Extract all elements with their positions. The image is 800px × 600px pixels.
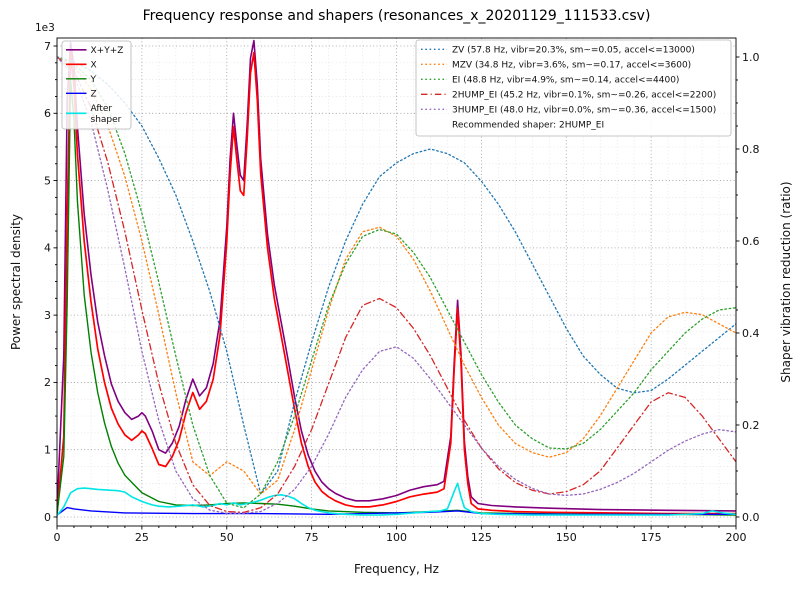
svg-text:2HUMP_EI (45.2 Hz, vibr=0.1%,: 2HUMP_EI (45.2 Hz, vibr=0.1%, sm~=0.26, … [452,91,716,101]
svg-text:2: 2 [44,376,51,389]
svg-text:1: 1 [44,444,51,457]
svg-text:3: 3 [44,309,51,322]
svg-text:4: 4 [44,242,51,255]
psd-curve-after-shaper [57,482,736,517]
recommended-shaper-note: Recommended shaper: 2HUMP_EI [452,121,604,131]
grid-major [57,38,736,526]
svg-text:0.8: 0.8 [742,143,760,156]
svg-text:Y: Y [90,75,97,85]
svg-text:0: 0 [44,511,51,524]
tick-marks [53,45,740,530]
svg-text:75: 75 [305,531,319,544]
svg-text:3HUMP_EI (48.0 Hz, vibr=0.0%,: 3HUMP_EI (48.0 Hz, vibr=0.0%, sm~=0.36, … [452,106,716,116]
tick-labels: 0 25 50 75 100 125 150 175 200 0 1 2 3 4 5 6 7 0.0 0.2 0.4 0… [44,40,760,544]
svg-text:100: 100 [386,531,407,544]
svg-text:25: 25 [135,531,149,544]
svg-text:6: 6 [44,107,51,120]
svg-text:200: 200 [726,531,747,544]
shaper-curve-mzv [57,56,736,495]
svg-text:EI (48.8 Hz, vibr=4.9%, sm~=0.: EI (48.8 Hz, vibr=4.9%, sm~=0.14, accel<… [452,76,679,86]
svg-text:5: 5 [44,174,51,187]
svg-text:175: 175 [641,531,662,544]
chart-title: Frequency response and shapers (resonanc… [142,8,651,24]
svg-text:shaper: shaper [91,115,122,125]
x-axis-label: Frequency, Hz [354,562,439,576]
svg-text:1.0: 1.0 [742,51,760,64]
psd-curve-x [57,51,736,515]
grid-minor [57,38,736,526]
shaper-curve-2hump_ei [57,56,736,514]
svg-text:MZV (34.8 Hz, vibr=3.6%, sm~=0: MZV (34.8 Hz, vibr=3.6%, sm~=0.17, accel… [452,61,691,71]
y-axis-multiplier: 1e3 [35,22,55,34]
svg-text:After: After [91,104,113,114]
svg-text:0.2: 0.2 [742,419,760,432]
series-layer [57,39,736,517]
svg-text:0.6: 0.6 [742,235,760,248]
shaper-curve-zv [57,56,736,495]
svg-text:125: 125 [471,531,492,544]
svg-text:50: 50 [220,531,234,544]
svg-text:Z: Z [91,90,97,100]
svg-text:X+Y+Z: X+Y+Z [91,46,124,56]
svg-text:0: 0 [54,531,61,544]
svg-text:150: 150 [556,531,577,544]
svg-text:ZV (57.8 Hz, vibr=20.3%, sm~=0: ZV (57.8 Hz, vibr=20.3%, sm~=0.05, accel… [452,46,695,56]
svg-text:X: X [91,61,97,71]
svg-text:7: 7 [44,40,51,53]
svg-text:0.0: 0.0 [742,511,760,524]
legend-shapers: ZV (57.8 Hz, vibr=20.3%, sm~=0.05, accel… [415,39,732,137]
shaper-curve-ei [57,56,736,509]
svg-text:0.4: 0.4 [742,327,760,340]
